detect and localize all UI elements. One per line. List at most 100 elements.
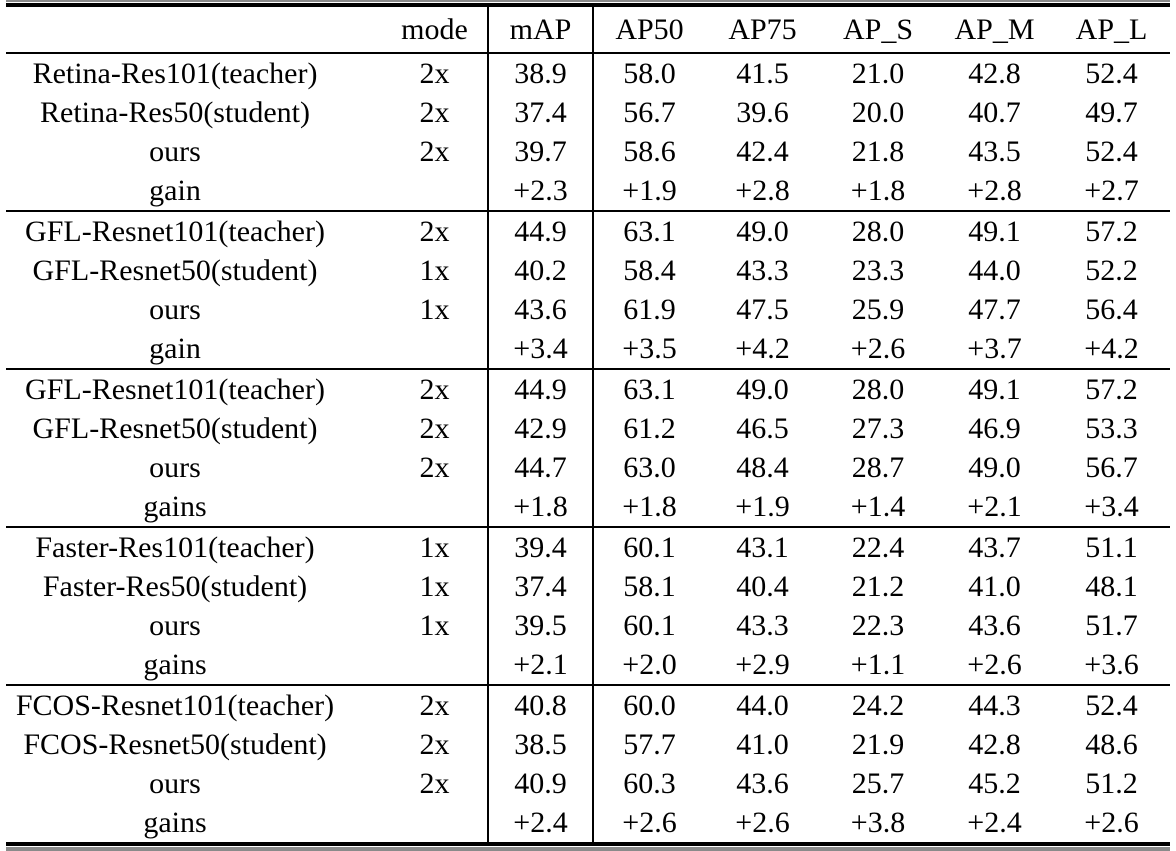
map-cell: +1.8 <box>488 487 594 527</box>
col-header-mode: mode <box>400 5 489 53</box>
model-name-cell: Faster-Res50(student) <box>42 570 308 603</box>
ap50-cell: +1.9 <box>622 174 677 207</box>
ap50-cell: 63.0 <box>623 451 676 484</box>
ap75-cell: +1.9 <box>735 490 790 523</box>
ap75-cell: 39.6 <box>736 96 789 129</box>
ap-s-cell: 20.0 <box>851 96 905 129</box>
mode-cell: 2x <box>400 53 489 93</box>
ap-l-cell: 52.4 <box>1085 57 1138 90</box>
map-cell: 38.5 <box>488 725 594 764</box>
ap-l-cell: 51.2 <box>1085 767 1138 800</box>
map-cell: 39.7 <box>488 132 594 171</box>
table-row: ours 2x 39.7 58.6 42.4 21.8 43.5 52.4 <box>6 132 1170 171</box>
table-row: FCOS-Resnet101(teacher) 2x 40.8 60.0 44.… <box>6 685 1170 725</box>
ap50-cell: 58.6 <box>623 135 676 168</box>
group-gfl-2x: GFL-Resnet101(teacher) 2x 44.9 63.1 49.0… <box>6 369 1170 527</box>
ap-m-cell: 44.0 <box>968 254 1021 287</box>
mode-cell: 2x <box>400 369 489 409</box>
map-cell: 40.8 <box>488 685 594 725</box>
table-row: gain +3.4 +3.5 +4.2 +2.6 +3.7 +4.2 <box>6 329 1170 369</box>
ap-m-cell: 46.9 <box>968 412 1021 445</box>
table-row: gain +2.3 +1.9 +2.8 +1.8 +2.8 +2.7 <box>6 171 1170 211</box>
ap-l-cell: 48.1 <box>1085 570 1138 603</box>
table-row: ours 2x 44.7 63.0 48.4 28.7 49.0 56.7 <box>6 448 1170 487</box>
ap-l-cell: 49.7 <box>1085 96 1138 129</box>
ap-m-cell: 43.7 <box>968 531 1021 564</box>
ap75-cell: 48.4 <box>736 451 789 484</box>
ap-l-cell: 56.4 <box>1085 293 1138 326</box>
model-name-cell: gains <box>143 806 207 839</box>
ap75-cell: 43.1 <box>736 531 789 564</box>
ap-m-cell: 49.1 <box>968 373 1021 406</box>
ap-l-cell: 52.4 <box>1085 135 1138 168</box>
ap50-cell: 58.0 <box>623 57 676 90</box>
ap75-cell: +4.2 <box>735 332 790 365</box>
ap-l-cell: 56.7 <box>1085 451 1138 484</box>
map-cell: 37.4 <box>488 93 594 132</box>
col-header-ap-m: AP_M <box>954 13 1035 46</box>
ap-m-cell: 42.8 <box>968 728 1021 761</box>
table-row: GFL-Resnet50(student) 2x 42.9 61.2 46.5 … <box>6 409 1170 448</box>
ap50-cell: 63.1 <box>623 215 676 248</box>
group-retina: Retina-Res101(teacher) 2x 38.9 58.0 41.5… <box>6 53 1170 211</box>
mode-cell: 2x <box>400 764 489 803</box>
ap50-cell: 58.4 <box>623 254 676 287</box>
ap-l-cell: +3.6 <box>1084 648 1139 681</box>
ap-s-cell: 21.2 <box>851 570 905 603</box>
ap-m-cell: 42.8 <box>968 57 1021 90</box>
ap75-cell: 47.5 <box>736 293 789 326</box>
model-name-cell: gains <box>143 490 207 523</box>
mode-cell <box>400 803 489 844</box>
group-gfl-1x: GFL-Resnet101(teacher) 2x 44.9 63.1 49.0… <box>6 211 1170 369</box>
model-name-cell: gain <box>149 174 201 207</box>
ap-s-cell: 22.4 <box>851 531 905 564</box>
mode-cell: 1x <box>400 251 489 290</box>
ap75-cell: 41.5 <box>736 57 789 90</box>
model-name-cell: Retina-Res101(teacher) <box>32 57 318 90</box>
table-row: gains +2.1 +2.0 +2.9 +1.1 +2.6 +3.6 <box>6 645 1170 685</box>
mode-cell <box>400 645 489 685</box>
model-name-cell: Retina-Res50(student) <box>40 96 310 129</box>
map-cell: 43.6 <box>488 290 594 329</box>
ap-l-cell: 57.2 <box>1085 215 1138 248</box>
mode-cell: 2x <box>400 409 489 448</box>
map-cell: +3.4 <box>488 329 594 369</box>
ap75-cell: 41.0 <box>736 728 789 761</box>
ap50-cell: +1.8 <box>622 490 677 523</box>
ap-m-cell: +3.7 <box>967 332 1022 365</box>
table-row: GFL-Resnet101(teacher) 2x 44.9 63.1 49.0… <box>6 369 1170 409</box>
ap-s-cell: 23.3 <box>851 254 905 287</box>
ap-s-cell: 21.8 <box>851 135 905 168</box>
ap-m-cell: 40.7 <box>968 96 1021 129</box>
mode-cell: 2x <box>400 211 489 251</box>
ap-s-cell: 27.3 <box>851 412 905 445</box>
model-name-cell: FCOS-Resnet101(teacher) <box>15 689 335 722</box>
model-name-cell: GFL-Resnet101(teacher) <box>25 373 325 406</box>
ap75-cell: +2.9 <box>735 648 790 681</box>
map-cell: 40.2 <box>488 251 594 290</box>
table-row: gains +2.4 +2.6 +2.6 +3.8 +2.4 +2.6 <box>6 803 1170 844</box>
mode-cell: 1x <box>400 606 489 645</box>
ap50-cell: +3.5 <box>622 332 677 365</box>
col-header-ap50: AP50 <box>615 13 684 46</box>
col-header-ap-l: AP_L <box>1075 13 1148 46</box>
ap-s-cell: 21.9 <box>851 728 905 761</box>
ap75-cell: 44.0 <box>736 689 789 722</box>
ap50-cell: 56.7 <box>623 96 676 129</box>
map-cell: +2.4 <box>488 803 594 844</box>
ap-m-cell: 49.1 <box>968 215 1021 248</box>
ap-l-cell: 52.4 <box>1085 689 1138 722</box>
ap-m-cell: +2.6 <box>967 648 1022 681</box>
mode-cell: 2x <box>400 725 489 764</box>
ap-l-cell: 51.7 <box>1085 609 1138 642</box>
top-rule-accent <box>6 0 1170 2</box>
table-row: Retina-Res50(student) 2x 37.4 56.7 39.6 … <box>6 93 1170 132</box>
model-name-cell: GFL-Resnet50(student) <box>32 412 318 445</box>
ap-l-cell: 51.1 <box>1085 531 1138 564</box>
ap50-cell: 63.1 <box>623 373 676 406</box>
ap-m-cell: +2.4 <box>967 806 1022 839</box>
map-cell: 39.5 <box>488 606 594 645</box>
ap75-cell: 46.5 <box>736 412 789 445</box>
map-cell: 40.9 <box>488 764 594 803</box>
map-cell: 44.7 <box>488 448 594 487</box>
